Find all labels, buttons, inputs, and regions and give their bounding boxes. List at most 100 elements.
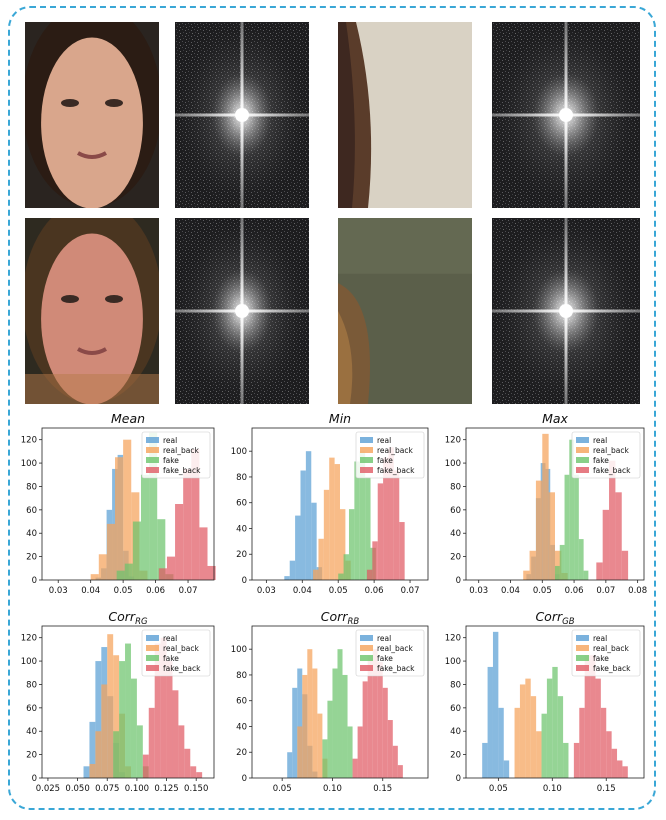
y-tick-label: 80 xyxy=(450,482,461,492)
y-tick-label: 60 xyxy=(236,499,247,509)
histogram-bar xyxy=(142,754,149,778)
histogram-bar xyxy=(89,721,96,778)
histogram-bar xyxy=(503,760,510,778)
legend xyxy=(355,431,425,479)
fourier-spectrum-image xyxy=(492,218,640,404)
chart-title: CorrGB xyxy=(535,609,574,627)
histogram-bar xyxy=(123,439,132,580)
histogram-chart: Min 0 20 40 60 80 100 0.03 0.04 0.05 0.06 0.07 real r… xyxy=(224,411,434,602)
histogram-bar xyxy=(366,569,373,580)
histogram-bar xyxy=(130,678,137,778)
y-tick-label: 60 xyxy=(236,697,247,707)
x-tick-label: 0.15 xyxy=(373,784,392,794)
y-tick-label: 0 xyxy=(242,576,247,586)
face-photo xyxy=(25,22,159,208)
face-photo xyxy=(25,218,159,404)
histogram-bar xyxy=(337,649,343,778)
y-tick-label: 80 xyxy=(26,680,37,690)
legend-swatch xyxy=(576,437,589,443)
histogram-bar xyxy=(583,570,589,580)
histogram-bar xyxy=(393,470,400,580)
y-tick-label: 40 xyxy=(236,524,247,534)
y-tick-label: 0 xyxy=(242,774,247,784)
legend-label: fake_back xyxy=(163,664,201,673)
y-tick-label: 20 xyxy=(26,553,37,563)
legend-label: fake xyxy=(163,456,179,465)
histogram-bar xyxy=(348,509,355,580)
histogram-bar xyxy=(622,766,628,778)
y-tick-label: 20 xyxy=(26,751,37,761)
chart-title: Mean xyxy=(111,411,145,426)
legend-label: fake_back xyxy=(593,466,631,475)
histogram-bar xyxy=(535,480,543,580)
legend-label: real xyxy=(163,436,177,445)
legend-label: fake xyxy=(377,654,393,663)
x-tick-label: 0.03 xyxy=(469,586,488,596)
histogram-bar xyxy=(347,726,353,778)
histogram-bar xyxy=(555,550,562,580)
histogram-bar xyxy=(175,504,184,580)
chart-title: Max xyxy=(542,411,568,426)
legend-swatch xyxy=(360,635,373,641)
legend-label: fake_back xyxy=(593,664,631,673)
x-tick-label: 0.06 xyxy=(565,586,584,596)
legend-label: fake_back xyxy=(377,466,415,475)
histogram-bar xyxy=(392,745,398,778)
legend-swatch xyxy=(146,467,159,473)
histogram-bar xyxy=(555,565,560,580)
y-tick-label: 100 xyxy=(445,657,461,667)
legend-swatch xyxy=(360,655,373,661)
legend-swatch xyxy=(576,655,589,661)
histogram-bar xyxy=(590,655,596,778)
histogram-bar xyxy=(529,550,536,580)
histogram-bar xyxy=(119,661,126,778)
histogram-bar xyxy=(199,527,208,580)
histogram-bar xyxy=(132,521,141,580)
histogram-bar xyxy=(317,713,323,778)
histogram-bar xyxy=(318,538,324,580)
legend-label: real xyxy=(377,436,391,445)
histogram-bar xyxy=(305,451,312,580)
legend-label: fake_back xyxy=(377,664,415,673)
x-tick-label: 0.04 xyxy=(501,586,520,596)
y-tick-label: 80 xyxy=(236,473,247,483)
histogram-bar xyxy=(83,766,90,778)
y-tick-label: 40 xyxy=(450,529,461,539)
plot-frame xyxy=(251,427,429,581)
histogram-bar xyxy=(602,509,610,580)
histogram-bar xyxy=(329,457,335,580)
legend-swatch xyxy=(360,665,373,671)
histogram-bar xyxy=(611,748,618,778)
histogram-chart: CorrRB 0 20 40 60 80 100 0.05 0.10 0.15 real real_b… xyxy=(224,609,434,800)
y-tick-label: 80 xyxy=(26,482,37,492)
legend-label: fake xyxy=(593,456,609,465)
histogram-bar xyxy=(519,684,526,778)
histogram-bar xyxy=(125,643,131,778)
x-tick-label: 0.06 xyxy=(365,586,384,596)
x-tick-label: 0.05 xyxy=(273,784,292,794)
histogram-bar xyxy=(359,451,366,580)
plot-frame xyxy=(251,625,429,779)
histogram-bar xyxy=(482,742,488,778)
x-tick-label: 0.150 xyxy=(184,784,208,794)
histogram-bar xyxy=(569,439,575,580)
histogram-bar xyxy=(140,474,150,580)
background-photo xyxy=(338,218,472,404)
legend xyxy=(571,629,641,677)
histogram-bar xyxy=(183,468,192,580)
histogram-bar xyxy=(157,519,166,580)
legend xyxy=(355,629,425,677)
histogram-svg: Min 0 20 40 60 80 100 0.03 0.04 0.05 0.06 0.07 realr… xyxy=(231,411,429,596)
y-tick-label: 20 xyxy=(450,553,461,563)
histogram-bar xyxy=(514,707,520,778)
legend-swatch xyxy=(360,467,373,473)
histogram-bar xyxy=(377,483,384,580)
legend-swatch xyxy=(576,447,589,453)
histogram-bar xyxy=(207,565,216,580)
histogram-bar xyxy=(487,666,493,778)
histogram-svg: Mean 0 20 40 60 80 100 120 0.03 0.04 0.05 0.06 0.07 r… xyxy=(21,411,216,596)
y-tick-label: 0 xyxy=(32,576,37,586)
y-tick-label: 20 xyxy=(450,751,461,761)
histogram-bar xyxy=(354,461,360,580)
histogram-bar xyxy=(196,772,203,778)
